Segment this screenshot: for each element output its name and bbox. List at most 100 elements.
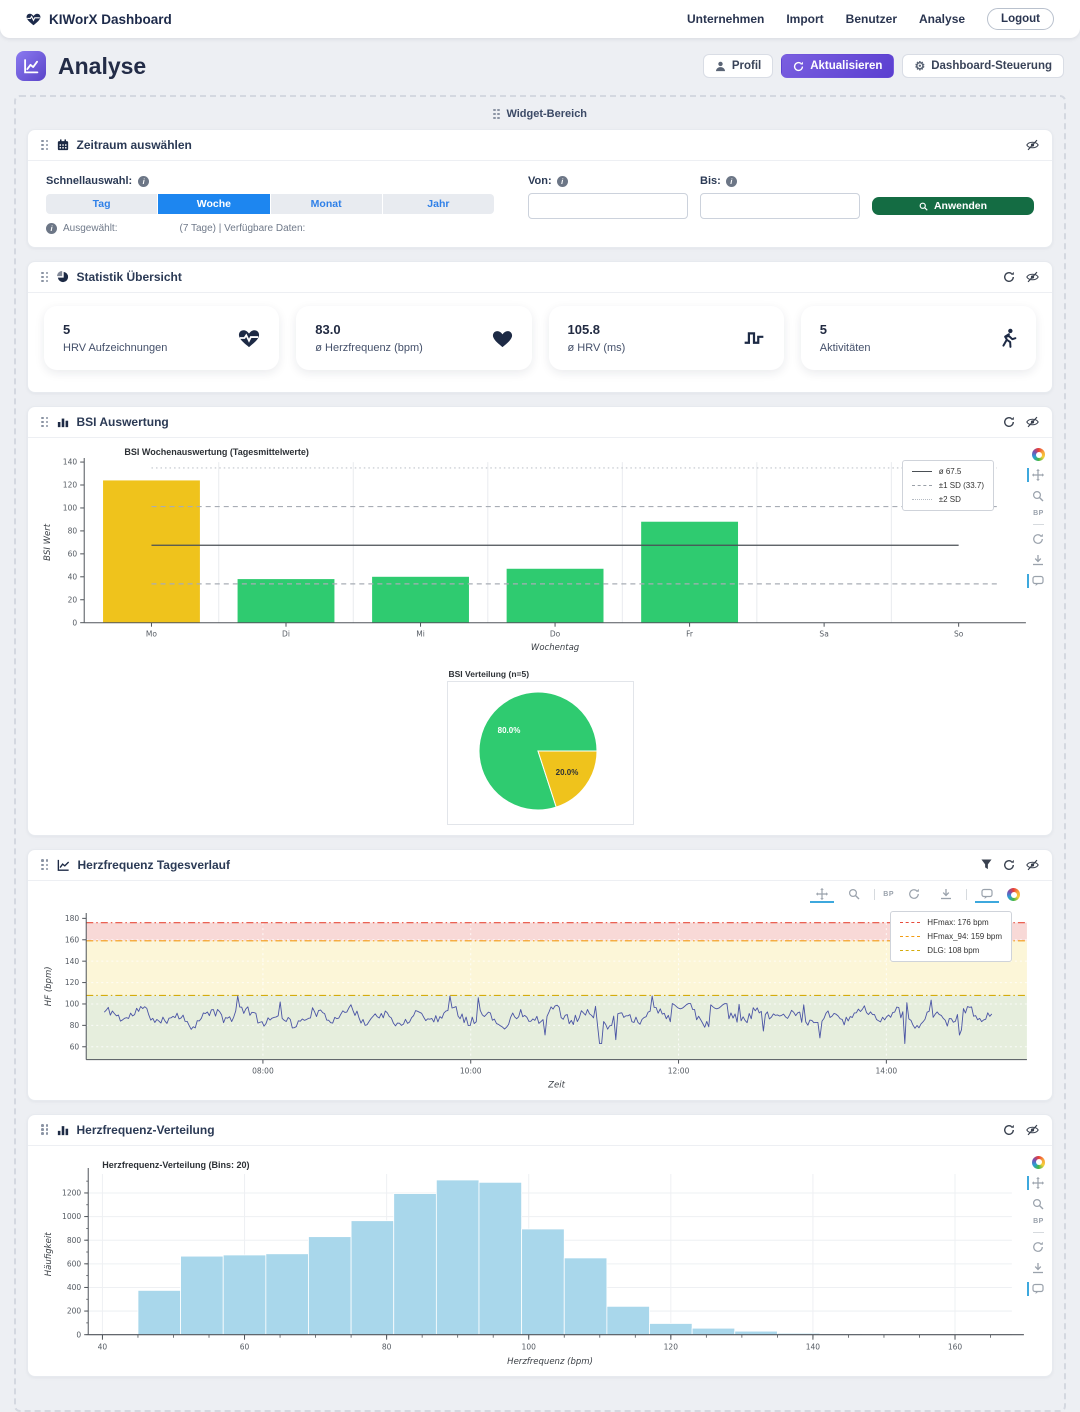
- hover-tool-icon[interactable]: [1027, 574, 1050, 588]
- hide-widget-button[interactable]: [1026, 416, 1039, 428]
- svg-text:Wochentag: Wochentag: [531, 643, 580, 653]
- drag-handle-icon[interactable]: [41, 140, 49, 151]
- box-select-tool-icon[interactable]: BP: [1033, 510, 1044, 517]
- filter-button[interactable]: [981, 859, 992, 870]
- ausgewaehlt-value: (7 Tage) | Verfügbare Daten:: [179, 223, 305, 234]
- bsi-bar-chart[interactable]: 020406080100120140MoDiMiDoFrSaSoWochenta…: [38, 446, 1042, 653]
- svg-text:So: So: [954, 630, 964, 639]
- svg-text:08:00: 08:00: [252, 1066, 274, 1075]
- stat-cards: 5 HRV Aufzeichnungen 83.0 ø Herzfrequenz…: [28, 293, 1052, 392]
- nav-link-analyse[interactable]: Analyse: [919, 12, 965, 26]
- person-running-icon: [998, 328, 1017, 349]
- analyse-chart-icon: [16, 51, 46, 81]
- grip-icon[interactable]: [493, 109, 501, 120]
- hide-widget-button[interactable]: [1026, 1124, 1039, 1136]
- page-header: Analyse Profil Aktualisieren ⚙ Dashboard…: [0, 38, 1080, 91]
- save-tool-icon[interactable]: [934, 887, 958, 903]
- bokeh-logo-icon[interactable]: [1007, 888, 1020, 901]
- logout-button[interactable]: Logout: [987, 8, 1054, 30]
- heart-pulse-icon: [238, 328, 260, 348]
- svg-text:0: 0: [72, 618, 77, 627]
- box-zoom-tool-icon[interactable]: [1027, 489, 1050, 503]
- drag-handle-icon[interactable]: [41, 272, 49, 283]
- line-chart-icon: [57, 859, 70, 871]
- aktualisieren-button[interactable]: Aktualisieren: [781, 54, 894, 78]
- svg-text:120: 120: [65, 978, 80, 987]
- person-icon: [715, 61, 726, 72]
- refresh-widget-button[interactable]: [1003, 271, 1015, 283]
- von-input[interactable]: [528, 193, 688, 219]
- svg-text:80: 80: [70, 1021, 80, 1030]
- monat-button[interactable]: Monat: [271, 194, 383, 214]
- woche-button[interactable]: Woche: [158, 194, 270, 214]
- save-tool-icon[interactable]: [1027, 553, 1050, 567]
- svg-text:120: 120: [63, 481, 78, 490]
- svg-text:180: 180: [65, 914, 80, 923]
- svg-text:200: 200: [67, 1306, 82, 1315]
- dashboard-steuerung-button[interactable]: ⚙ Dashboard-Steuerung: [902, 54, 1064, 78]
- refresh-widget-button[interactable]: [1003, 859, 1015, 871]
- drag-handle-icon[interactable]: [41, 859, 49, 870]
- hide-widget-button[interactable]: [1026, 859, 1039, 871]
- refresh-widget-button[interactable]: [1003, 1124, 1015, 1136]
- box-zoom-tool-icon[interactable]: [842, 887, 866, 903]
- widget-title: Herzfrequenz-Verteilung: [77, 1123, 215, 1137]
- histogram-icon: [57, 1124, 69, 1136]
- svg-text:80: 80: [68, 527, 78, 536]
- refresh-icon: [1003, 1124, 1015, 1136]
- svg-text:40: 40: [68, 572, 78, 581]
- hover-tool-icon[interactable]: [975, 887, 999, 903]
- bokeh-logo-icon[interactable]: [1032, 1156, 1045, 1169]
- drag-handle-icon[interactable]: [41, 1124, 49, 1135]
- pan-tool-icon[interactable]: [1027, 1176, 1050, 1190]
- stat-card-hrv: 105.8 ø HRV (ms): [549, 306, 784, 370]
- tag-button[interactable]: Tag: [46, 194, 158, 214]
- refresh-icon: [793, 61, 804, 72]
- reset-tool-icon[interactable]: [1027, 1240, 1050, 1254]
- reset-tool-icon[interactable]: [902, 887, 926, 903]
- reset-tool-icon[interactable]: [1027, 532, 1050, 546]
- widget-title: Zeitraum auswählen: [77, 138, 192, 152]
- heart-icon: [492, 329, 513, 348]
- hover-tool-icon[interactable]: [1027, 1282, 1050, 1296]
- info-icon: [138, 176, 149, 187]
- box-select-tool-icon[interactable]: BP: [1033, 1218, 1044, 1225]
- widget-area: Widget-Bereich Zeitraum auswählen Schnel…: [14, 95, 1066, 1412]
- refresh-widget-button[interactable]: [1003, 416, 1015, 428]
- drag-handle-icon[interactable]: [41, 417, 49, 428]
- pie-title: BSI Verteilung (n=5): [449, 669, 634, 679]
- nav-link-benutzer[interactable]: Benutzer: [846, 12, 897, 26]
- hf-hist-chart[interactable]: 020040060080010001200406080100120140160H…: [38, 1160, 1042, 1375]
- search-icon: [919, 202, 928, 211]
- info-icon: [726, 176, 737, 187]
- selection-note: Ausgewählt: (7 Tage) | Verfügbare Daten:: [46, 223, 494, 234]
- nav-link-unternehmen[interactable]: Unternehmen: [687, 12, 764, 26]
- profil-button[interactable]: Profil: [703, 54, 773, 78]
- bis-input[interactable]: [700, 193, 860, 219]
- bokeh-toolbar: BP: [810, 887, 1020, 903]
- save-tool-icon[interactable]: [1027, 1261, 1050, 1275]
- widget-hf-verteilung: Herzfrequenz-Verteilung 0200400600800100…: [27, 1114, 1053, 1378]
- brand: KIWorX Dashboard: [26, 12, 172, 27]
- box-select-tool-icon[interactable]: BP: [883, 891, 894, 898]
- eye-slash-icon: [1026, 139, 1039, 151]
- hide-widget-button[interactable]: [1026, 271, 1039, 283]
- widget-bsi: BSI Auswertung 020406080100120140MoDiMiD…: [27, 406, 1053, 836]
- box-zoom-tool-icon[interactable]: [1027, 1197, 1050, 1211]
- jahr-button[interactable]: Jahr: [383, 194, 494, 214]
- svg-text:20.0%: 20.0%: [555, 768, 578, 777]
- widget-title: Statistik Übersicht: [77, 270, 182, 284]
- bis-field: Bis:: [700, 175, 860, 219]
- pan-tool-icon[interactable]: [810, 887, 834, 903]
- wave-square-icon: [743, 330, 765, 347]
- svg-text:600: 600: [67, 1259, 82, 1268]
- eye-slash-icon: [1026, 859, 1039, 871]
- nav-link-import[interactable]: Import: [786, 12, 823, 26]
- hide-widget-button[interactable]: [1026, 139, 1039, 151]
- anwenden-button[interactable]: Anwenden: [872, 197, 1034, 215]
- hf-legend: HFmax: 176 bpm HFmax_94: 159 bpm DLG: 10…: [890, 911, 1012, 962]
- bokeh-toolbar: BP: [1027, 448, 1050, 588]
- pan-tool-icon[interactable]: [1027, 468, 1050, 482]
- bokeh-logo-icon[interactable]: [1032, 448, 1045, 461]
- svg-text:140: 140: [65, 957, 80, 966]
